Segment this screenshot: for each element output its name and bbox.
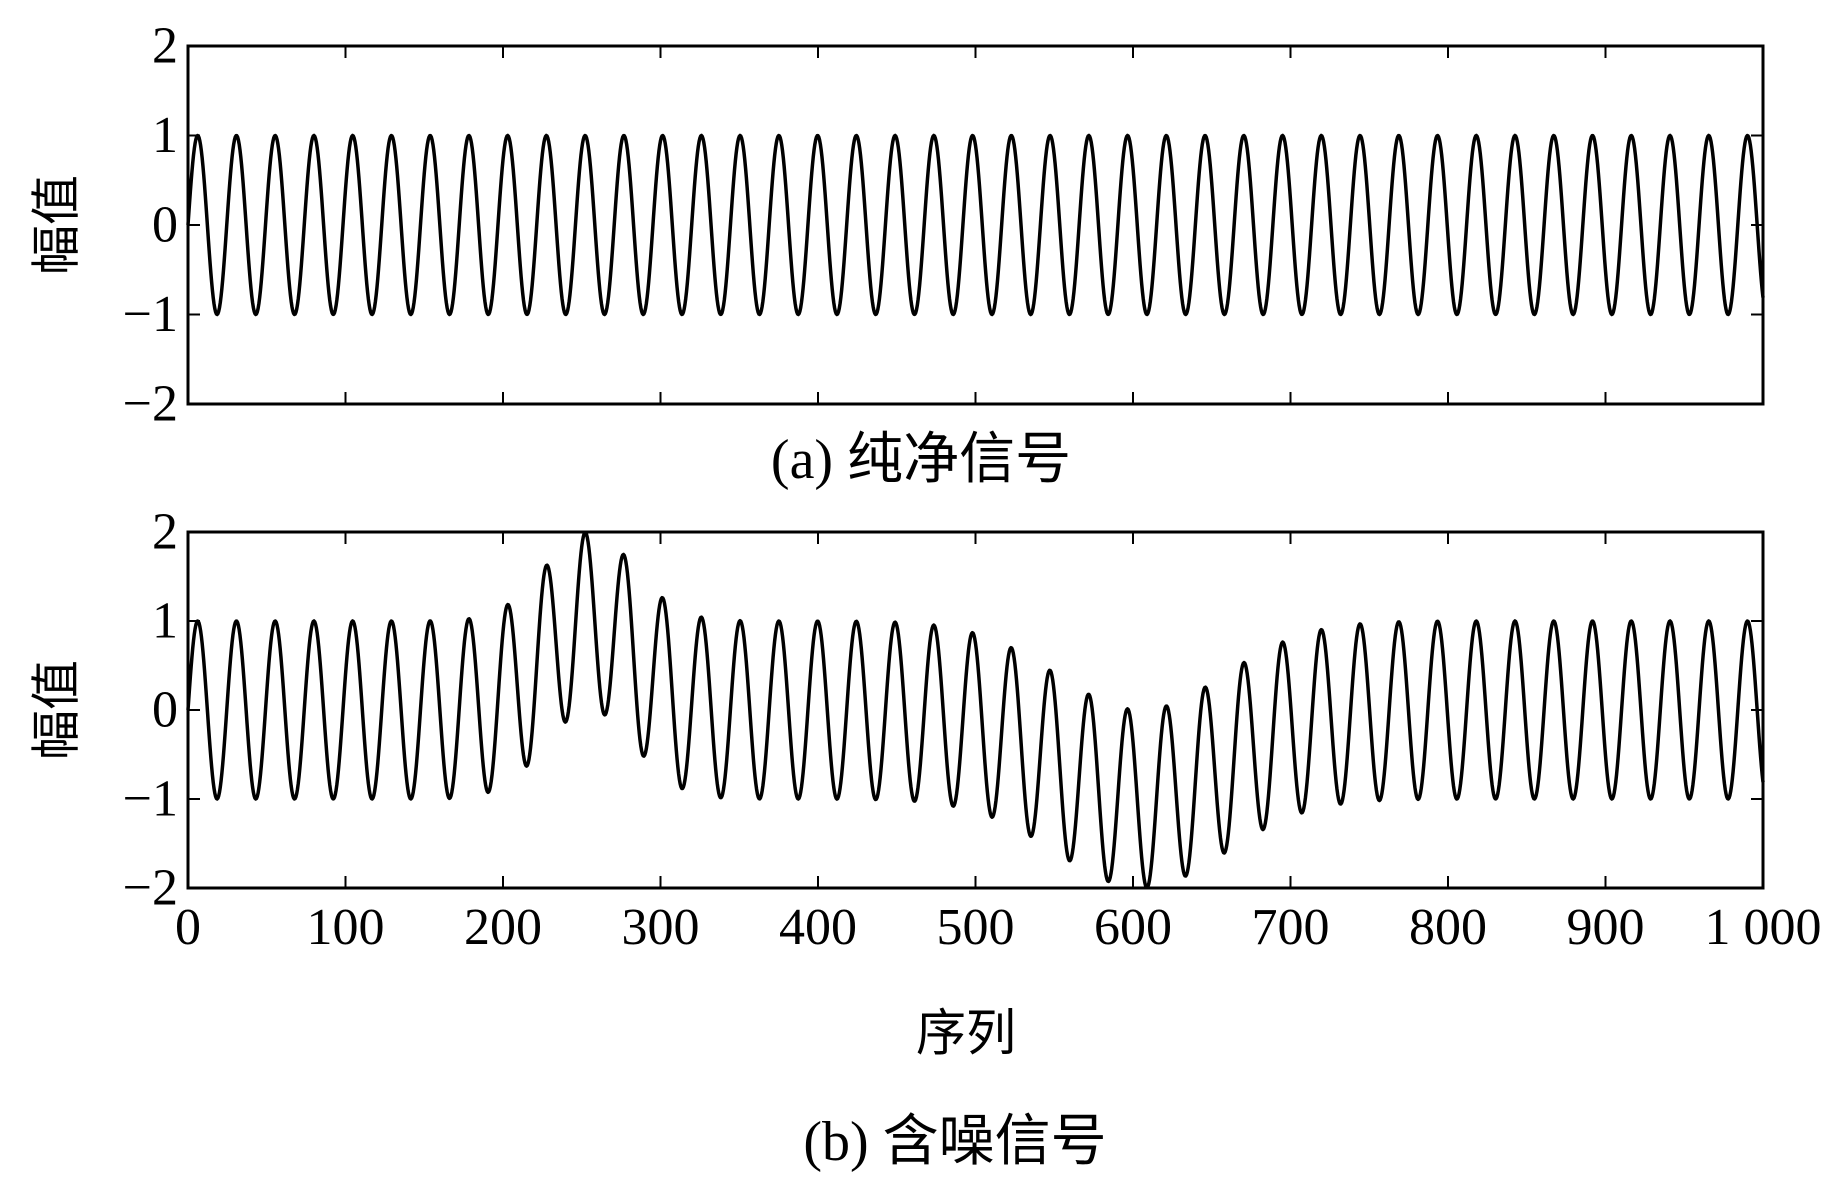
plot-frame-b	[186, 530, 1765, 890]
caption-a: (a) 纯净信号	[771, 429, 1071, 491]
y-axis-title-b: 幅值	[28, 660, 86, 760]
x-tick-label: 800	[1409, 899, 1487, 956]
x-tick-labels-b: 0 100 200 300 400 500 600 700 800 900 1 000	[175, 899, 1822, 956]
caption-b: (b) 含噪信号	[803, 1111, 1106, 1173]
y-tick-label: 0	[152, 197, 178, 254]
y-tick-label: 1	[152, 107, 178, 164]
y-tick-label: −1	[123, 771, 178, 828]
y-tick-label: 0	[152, 682, 178, 739]
series-line-noisy-signal	[186, 530, 1765, 890]
x-tick-label: 1 000	[1705, 899, 1822, 956]
y-axis-title-a: 幅值	[28, 175, 86, 275]
series-line-clean-signal	[186, 133, 1765, 317]
ticks-a	[187, 45, 1764, 405]
ticks-b	[187, 531, 1764, 889]
x-tick-label: 900	[1567, 899, 1645, 956]
y-tick-labels-a: 2 1 0 −1 −2	[123, 18, 178, 433]
x-tick-label: 300	[622, 899, 700, 956]
panel-a-clean-signal: 2 1 0 −1 −2 幅值 (a) 纯净信号	[28, 18, 1765, 491]
x-axis-title-b: 序列	[916, 1004, 1016, 1062]
y-tick-label: 2	[152, 18, 178, 75]
y-tick-label: −2	[123, 376, 178, 433]
panel-b-noisy-signal: 2 1 0 −1 −2 0 100 200 300 400 500 600 700 800 900 1 00…	[28, 504, 1822, 1174]
y-tick-label: −1	[123, 286, 178, 343]
plot-frame-a	[186, 44, 1765, 406]
y-tick-label: −2	[123, 860, 178, 917]
x-tick-label: 100	[307, 899, 385, 956]
x-tick-label: 400	[779, 899, 857, 956]
y-tick-labels-b: 2 1 0 −1 −2	[123, 504, 178, 917]
x-tick-label: 500	[937, 899, 1015, 956]
x-tick-label: 700	[1252, 899, 1330, 956]
x-tick-label: 0	[175, 899, 201, 956]
y-tick-label: 1	[152, 593, 178, 650]
y-tick-label: 2	[152, 504, 178, 561]
x-tick-label: 600	[1094, 899, 1172, 956]
x-tick-label: 200	[464, 899, 542, 956]
